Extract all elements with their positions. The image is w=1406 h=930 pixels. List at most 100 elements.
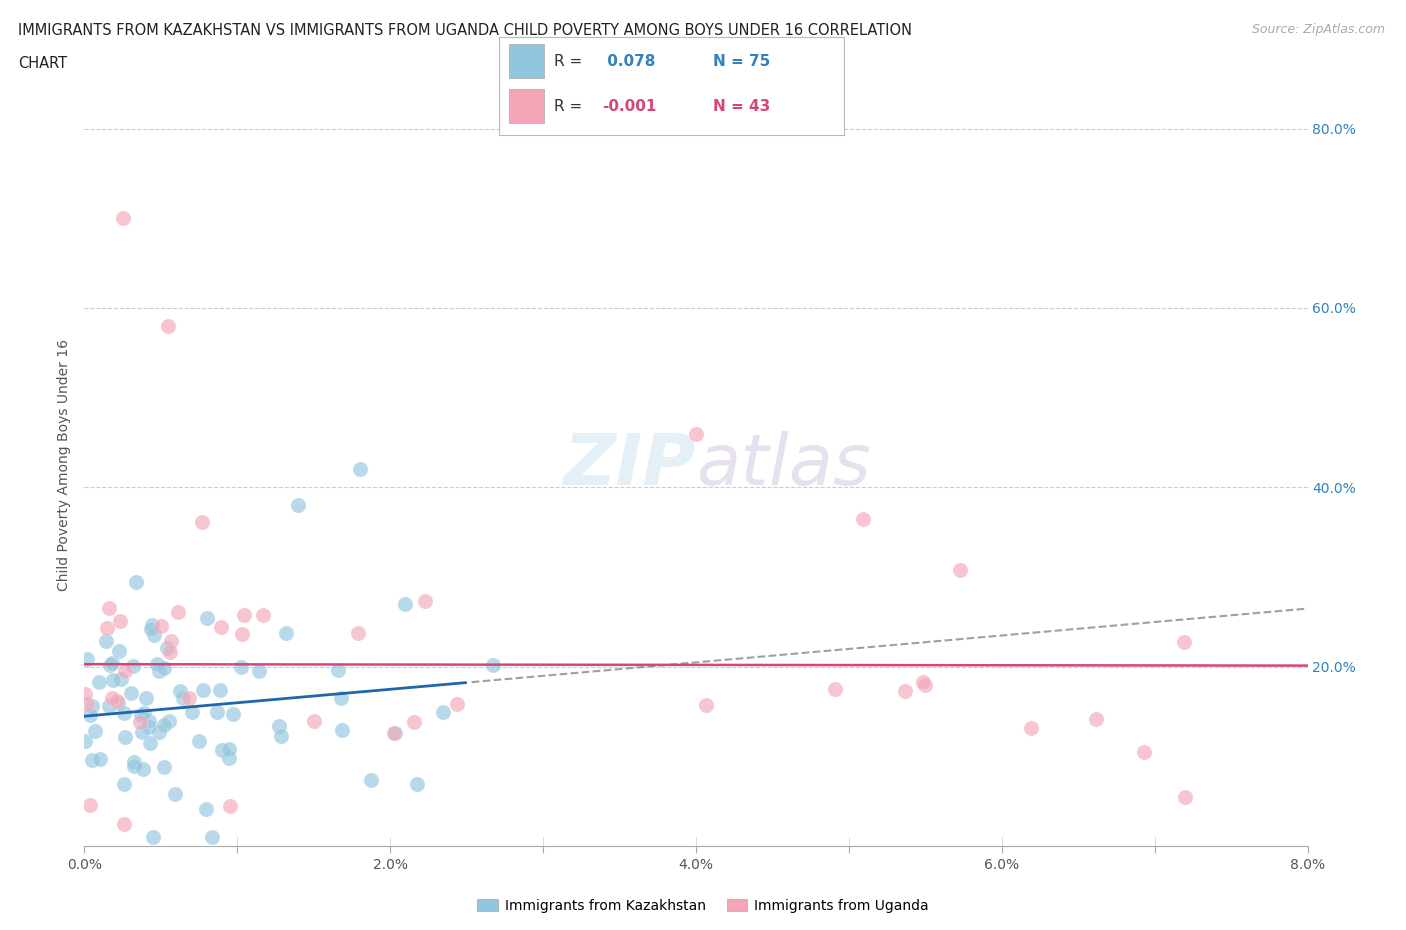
Text: -0.001: -0.001 <box>603 99 657 113</box>
Point <box>231 627 253 642</box>
Point <box>94 634 117 649</box>
Point <box>97 698 120 713</box>
Point <box>685 426 707 441</box>
Bar <box>509 89 544 123</box>
Point <box>1173 634 1195 649</box>
Point <box>269 719 291 734</box>
Point <box>108 614 131 629</box>
Point <box>76 652 98 667</box>
Point <box>247 664 270 679</box>
Point <box>191 515 214 530</box>
Point <box>79 798 101 813</box>
Bar <box>509 44 544 78</box>
Point <box>96 620 118 635</box>
Point <box>156 641 179 656</box>
Point <box>132 706 155 721</box>
Point <box>219 799 242 814</box>
Point <box>394 597 416 612</box>
Point <box>120 685 142 700</box>
Point <box>101 656 124 671</box>
Point <box>141 618 163 632</box>
Point <box>287 498 309 512</box>
Point <box>100 690 122 705</box>
Text: Source: ZipAtlas.com: Source: ZipAtlas.com <box>1251 23 1385 36</box>
Point <box>152 718 174 733</box>
Point <box>159 713 181 728</box>
Point <box>159 644 181 659</box>
Point <box>382 726 405 741</box>
Point <box>142 830 165 844</box>
Point <box>80 698 103 713</box>
Point <box>79 708 101 723</box>
Point <box>330 690 353 705</box>
Point <box>73 734 96 749</box>
Point <box>111 211 134 226</box>
Point <box>76 697 98 711</box>
Point <box>229 659 252 674</box>
Point <box>446 697 468 711</box>
Point <box>114 663 136 678</box>
Point <box>824 682 846 697</box>
Point <box>218 751 240 765</box>
Point <box>482 658 505 672</box>
Point <box>177 691 200 706</box>
Point <box>138 713 160 728</box>
Point <box>852 512 875 527</box>
Point <box>108 644 131 658</box>
Point <box>432 705 454 720</box>
Point <box>326 663 349 678</box>
Point <box>145 657 167 671</box>
Point <box>406 777 429 791</box>
Point <box>139 736 162 751</box>
Legend: Immigrants from Kazakhstan, Immigrants from Uganda: Immigrants from Kazakhstan, Immigrants f… <box>471 894 935 919</box>
Point <box>135 691 157 706</box>
Point <box>912 674 935 689</box>
Point <box>195 802 218 817</box>
Text: 0.078: 0.078 <box>603 54 655 69</box>
Point <box>101 672 124 687</box>
Point <box>114 729 136 744</box>
Point <box>302 714 325 729</box>
Point <box>122 755 145 770</box>
Point <box>181 705 204 720</box>
Point <box>159 633 181 648</box>
Point <box>349 462 371 477</box>
Point <box>112 817 135 831</box>
Point <box>152 760 174 775</box>
Point <box>122 758 145 773</box>
Point <box>167 604 190 619</box>
Point <box>89 751 111 766</box>
Text: R =: R = <box>554 99 582 113</box>
Point <box>125 575 148 590</box>
Point <box>218 741 240 756</box>
Point <box>191 683 214 698</box>
Point <box>122 658 145 673</box>
Point <box>695 698 717 712</box>
Point <box>384 725 406 740</box>
Text: atlas: atlas <box>696 431 870 499</box>
Point <box>205 705 228 720</box>
Text: R =: R = <box>554 54 582 69</box>
Point <box>1085 711 1108 726</box>
Point <box>270 729 292 744</box>
Point <box>139 621 162 636</box>
Point <box>148 724 170 739</box>
Point <box>1174 790 1197 804</box>
Point <box>83 724 105 738</box>
Point <box>1133 745 1156 760</box>
Point <box>132 762 155 777</box>
Point <box>330 723 353 737</box>
Text: N = 43: N = 43 <box>713 99 770 113</box>
Point <box>172 691 194 706</box>
Point <box>201 830 224 844</box>
Point <box>195 610 218 625</box>
Point <box>75 686 97 701</box>
Point <box>232 607 254 622</box>
Point <box>404 715 426 730</box>
Point <box>89 675 111 690</box>
Point <box>276 625 298 640</box>
Point <box>252 607 274 622</box>
Y-axis label: Child Poverty Among Boys Under 16: Child Poverty Among Boys Under 16 <box>58 339 72 591</box>
Point <box>211 742 233 757</box>
Point <box>110 671 132 686</box>
